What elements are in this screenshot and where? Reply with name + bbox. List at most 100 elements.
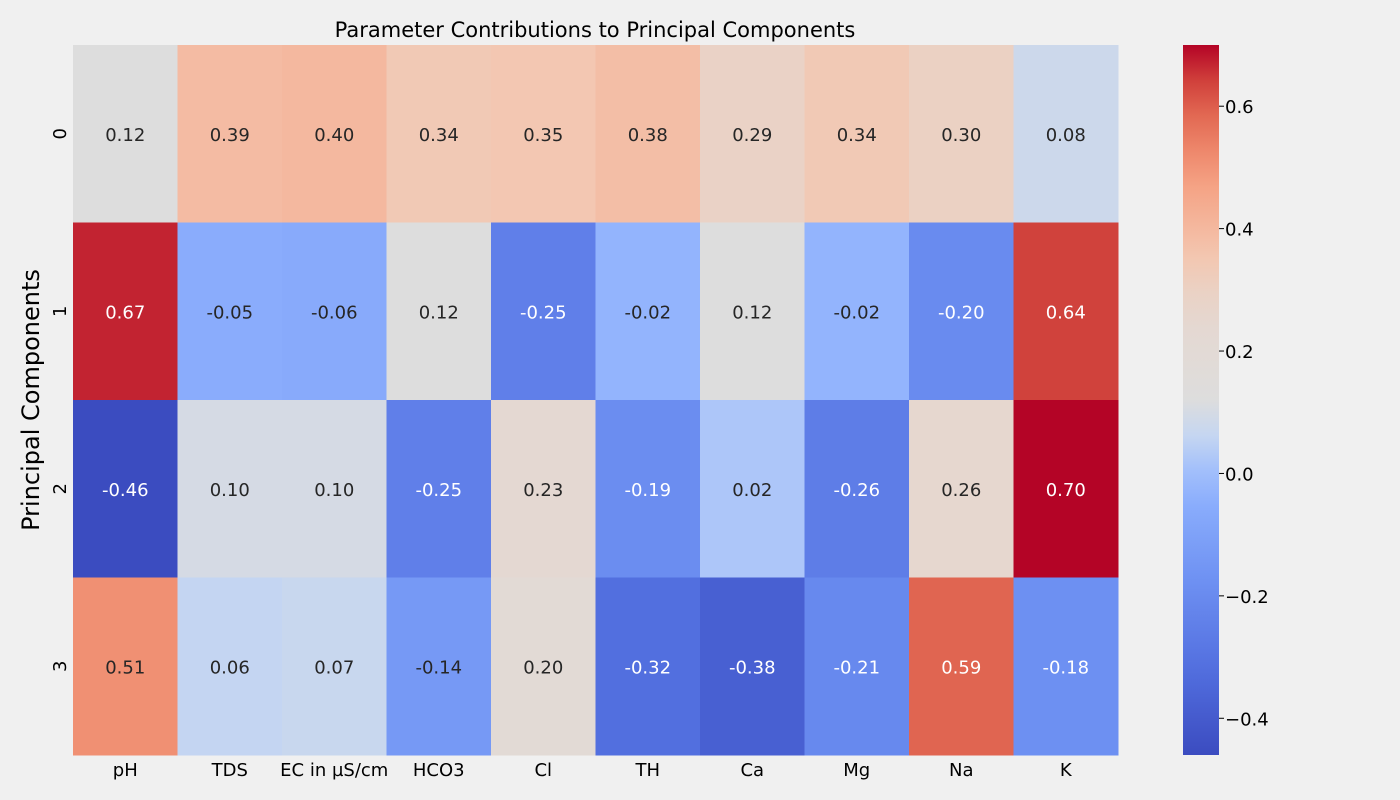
heatmap-cell-value: -0.25 <box>415 480 462 501</box>
heatmap-cell <box>73 400 178 578</box>
heatmap-cell-value: -0.46 <box>102 480 149 501</box>
heatmap-cell <box>282 222 387 401</box>
heatmap-cell <box>386 222 492 401</box>
colorbar-tick-label: 0.2 <box>1225 342 1254 363</box>
heatmap-cell-value: -0.18 <box>1042 657 1089 678</box>
heatmap-cell <box>177 45 283 223</box>
heatmap-cell <box>1013 45 1119 223</box>
heatmap-cell <box>386 400 492 578</box>
heatmap-cell <box>73 577 178 756</box>
y-axis-label: Principal Components <box>17 269 45 531</box>
heatmap-cell <box>804 400 910 578</box>
heatmap-cell-value: 0.70 <box>1046 480 1086 501</box>
heatmap-cell-value: -0.02 <box>833 302 880 323</box>
heatmap-cell <box>73 222 178 401</box>
heatmap-cell <box>804 222 910 401</box>
y-tick-label: 1 <box>50 306 71 317</box>
heatmap-cell-value: 0.26 <box>941 480 981 501</box>
heatmap-cell <box>909 577 1014 756</box>
heatmap-cell-value: -0.14 <box>415 657 462 678</box>
colorbar-tick-label: 0.6 <box>1225 97 1254 118</box>
heatmap-cell-value: -0.20 <box>938 302 985 323</box>
heatmap-cell-value: -0.26 <box>833 480 880 501</box>
colorbar-tick-label: 0.4 <box>1225 220 1254 241</box>
heatmap-cell <box>177 400 283 578</box>
heatmap-cell-value: 0.39 <box>210 125 250 146</box>
heatmap-cell-value: 0.51 <box>105 657 145 678</box>
x-tick-label: Na <box>949 760 974 781</box>
y-axis-tick-labels: 0 1 2 3 <box>50 128 71 672</box>
x-tick-label: Mg <box>843 760 870 781</box>
heatmap-cell <box>282 45 387 223</box>
heatmap-cell-value: 0.12 <box>419 302 459 323</box>
heatmap-cell <box>700 45 805 223</box>
heatmap-cell-value: 0.06 <box>210 657 250 678</box>
heatmap-cell <box>491 400 596 578</box>
heatmap-cell-value: 0.40 <box>314 125 354 146</box>
heatmap-cell-value: 0.38 <box>628 125 668 146</box>
colorbar-tick-label: 0.0 <box>1225 464 1254 485</box>
heatmap-cell-value: -0.19 <box>624 480 671 501</box>
heatmap-cell-value: 0.20 <box>523 657 563 678</box>
heatmap-cell-value: 0.29 <box>732 125 772 146</box>
y-tick-label: 3 <box>50 661 71 672</box>
heatmap-cell <box>700 577 805 756</box>
heatmap-cell-value: 0.10 <box>314 480 354 501</box>
x-tick-label: HCO3 <box>413 760 465 781</box>
heatmap-cell-value: -0.06 <box>311 302 358 323</box>
heatmap-cell-value: -0.38 <box>729 657 776 678</box>
x-tick-label: Cl <box>534 760 552 781</box>
x-tick-label: TH <box>634 760 660 781</box>
heatmap-cell-value: 0.23 <box>523 480 563 501</box>
x-tick-label: EC in µS/cm <box>280 760 388 781</box>
colorbar-tick-label: −0.2 <box>1225 587 1269 608</box>
heatmap-cell-value: 0.30 <box>941 125 981 146</box>
heatmap-cell <box>909 45 1014 223</box>
heatmap-cell <box>491 45 596 223</box>
x-tick-label: Ca <box>740 760 764 781</box>
x-tick-label: pH <box>113 760 138 781</box>
heatmap-cell-value: -0.02 <box>624 302 671 323</box>
heatmap-cell <box>282 400 387 578</box>
heatmap-cell-value: 0.59 <box>941 657 981 678</box>
heatmap-cell <box>700 400 805 578</box>
heatmap-cell-value: 0.10 <box>210 480 250 501</box>
y-tick-label: 2 <box>50 483 71 494</box>
x-axis-tick-labels: pH TDS EC in µS/cm HCO3 Cl TH Ca Mg Na K <box>113 760 1073 781</box>
heatmap-cell <box>700 222 805 401</box>
x-tick-label: K <box>1060 760 1073 781</box>
heatmap-cell-value: 0.34 <box>419 125 459 146</box>
heatmap-cell <box>73 45 178 223</box>
heatmap-cell-value: -0.05 <box>206 302 253 323</box>
heatmap-cell-value: -0.21 <box>833 657 880 678</box>
chart-title: Parameter Contributions to Principal Com… <box>335 18 856 42</box>
colorbar: 0.6 0.4 0.2 0.0 −0.2 −0.4 <box>1183 45 1269 755</box>
heatmap-cell <box>177 222 283 401</box>
heatmap-cell-value: 0.35 <box>523 125 563 146</box>
heatmap-cell-value: -0.25 <box>520 302 567 323</box>
heatmap-cell <box>909 222 1014 401</box>
heatmap-cell-value: 0.07 <box>314 657 354 678</box>
heatmap-cell <box>386 45 492 223</box>
heatmap-cell-value: 0.02 <box>732 480 772 501</box>
heatmap-cell <box>595 222 701 401</box>
colorbar-tick-label: −0.4 <box>1225 709 1269 730</box>
heatmap-cell-value: 0.67 <box>105 302 145 323</box>
x-tick-label: TDS <box>211 760 248 781</box>
heatmap-cell-value: 0.12 <box>105 125 145 146</box>
heatmap-cell <box>595 45 701 223</box>
heatmap-cells <box>73 45 1119 756</box>
heatmap-cell <box>282 577 387 756</box>
heatmap-cell <box>595 577 701 756</box>
heatmap-cell-value: 0.34 <box>837 125 877 146</box>
heatmap-cell <box>1013 400 1119 578</box>
heatmap-cell-value: 0.12 <box>732 302 772 323</box>
heatmap-cell <box>909 400 1014 578</box>
heatmap-cell <box>177 577 283 756</box>
heatmap-cell-value: 0.64 <box>1046 302 1086 323</box>
heatmap-cell <box>595 400 701 578</box>
heatmap-cell <box>804 577 910 756</box>
heatmap-cell <box>1013 222 1119 401</box>
